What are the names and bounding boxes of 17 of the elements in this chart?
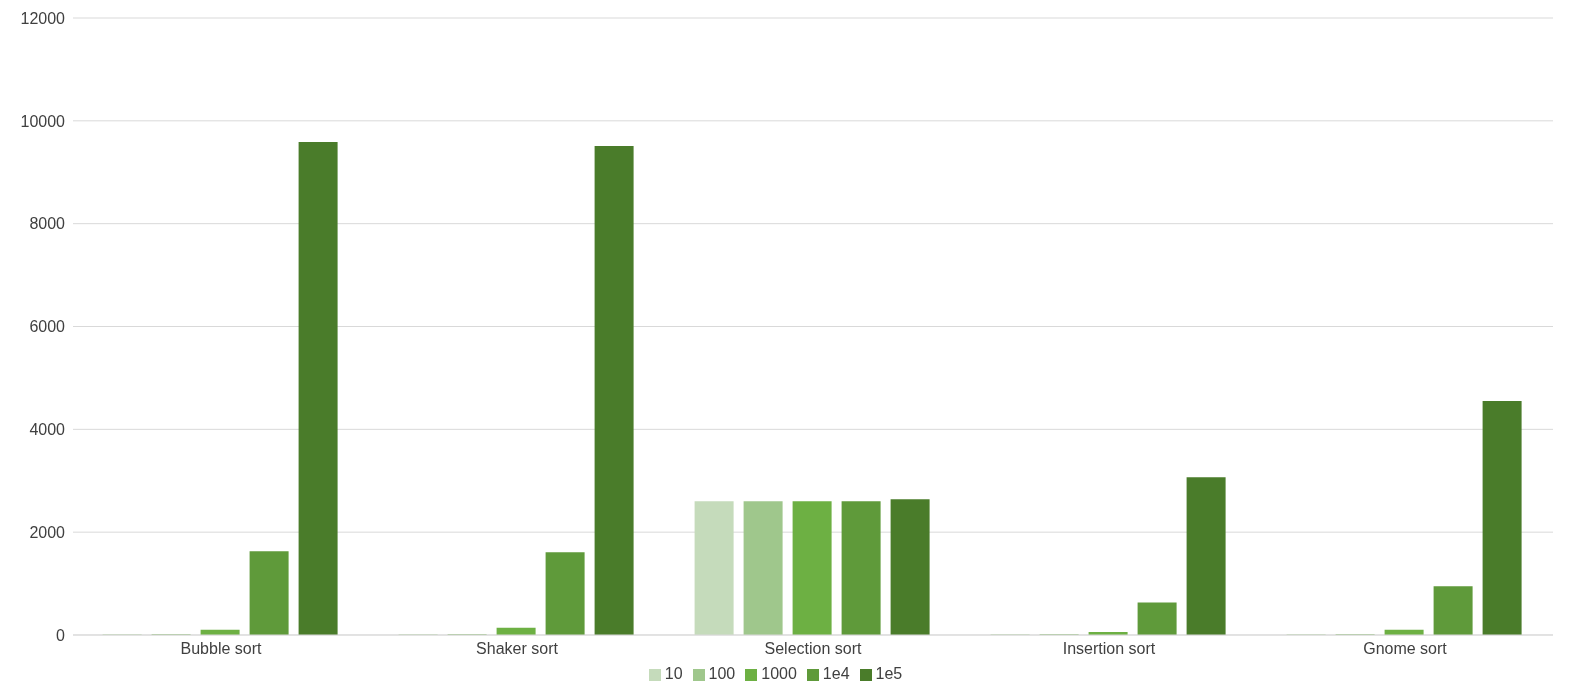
x-tick-label: Insertion sort bbox=[1062, 640, 1156, 658]
y-tick-label: 4000 bbox=[29, 421, 66, 439]
legend-label: 100 bbox=[708, 665, 736, 682]
x-tick-label: Gnome sort bbox=[1363, 640, 1448, 658]
legend-label: 10 bbox=[664, 665, 683, 682]
legend-label: 1e5 bbox=[875, 665, 903, 682]
y-tick-label: 12000 bbox=[20, 9, 66, 27]
y-tick-label: 6000 bbox=[29, 318, 66, 336]
legend-label: 1000 bbox=[761, 665, 797, 682]
legend-label: 1e4 bbox=[822, 665, 850, 682]
y-tick-label: 8000 bbox=[29, 215, 66, 233]
x-tick-label: Selection sort bbox=[764, 640, 863, 658]
y-tick-label: 10000 bbox=[20, 112, 66, 130]
y-tick-label: 0 bbox=[56, 626, 66, 644]
x-tick-label: Shaker sort bbox=[476, 640, 559, 658]
y-tick-label: 2000 bbox=[29, 523, 66, 541]
x-tick-label: Bubble sort bbox=[180, 640, 263, 658]
